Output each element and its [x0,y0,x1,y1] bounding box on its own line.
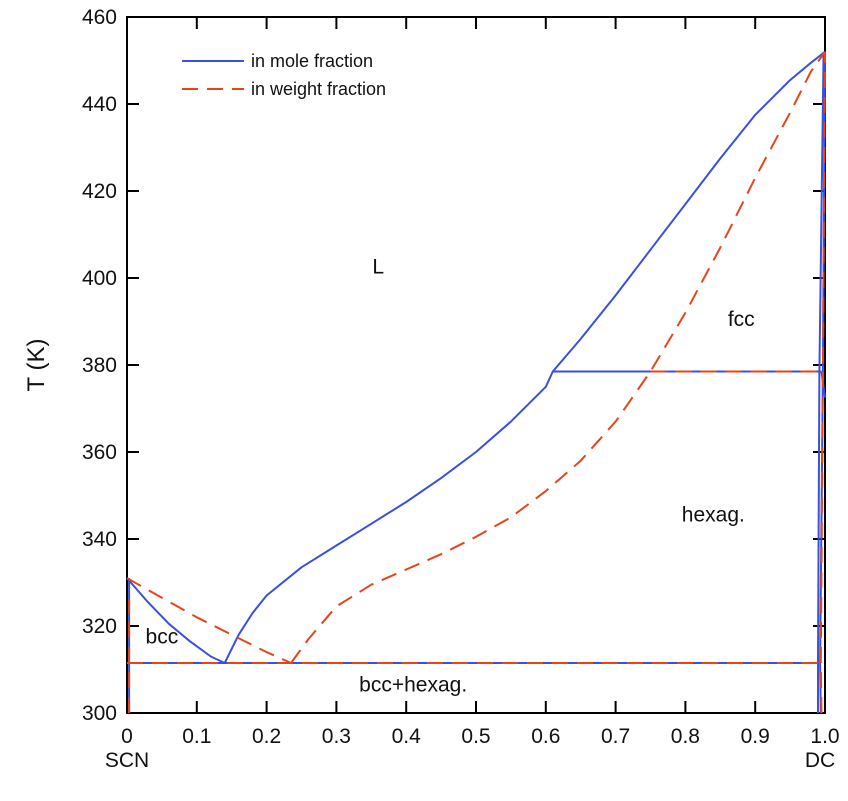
x-end-label-right: DC [805,749,835,772]
mole-liquidus-left-line [126,577,226,664]
region-label: fcc [728,308,755,331]
x-tick-label: 0.7 [601,725,630,748]
region-label: bcc+hexag. [359,673,467,696]
y-axis-title: T (K) [23,339,50,392]
y-tick-label: 380 [82,354,117,377]
y-tick-label: 460 [82,6,117,29]
x-tick-label: 1.0 [810,725,839,748]
series-layer [126,51,826,714]
y-tick-label: 420 [82,180,117,203]
axis-ticks: 300 320 340 360 380 400 420 440 460 0 0.1 0.2 0.3 0.4… [82,6,840,748]
x-tick-label: 0.5 [461,725,490,748]
x-tick-label: 0.8 [671,725,700,748]
y-tick-label: 440 [82,93,117,116]
x-end-label-left: SCN [105,749,149,772]
weight-liquidus-left-line [126,577,292,664]
x-tick-label: 0.2 [252,725,281,748]
legend-label-mole: in mole fraction [251,51,373,71]
region-label: bcc [146,625,179,648]
y-tick-label: 340 [82,528,117,551]
y-tick-label: 400 [82,267,117,290]
y-tick-label: 360 [82,441,117,464]
weight-solvus-right-line [819,51,826,714]
y-tick-label: 320 [82,615,117,638]
legend: in mole fraction in weight fraction [182,51,386,99]
x-tick-label: 0.4 [392,725,422,748]
x-tick-label: 0.1 [182,725,211,748]
region-label: L [372,256,384,279]
mole-liquidus-right-line [223,51,826,664]
x-tick-label: 0.9 [741,725,770,748]
y-tick-label: 300 [82,702,117,725]
mole-solvus-right-line [817,51,825,713]
legend-label-weight: in weight fraction [251,79,386,99]
x-tick-label: 0.6 [531,725,560,748]
weight-liquidus-right-line [290,51,826,664]
x-tick-label: 0 [121,725,133,748]
x-tick-label: 0.3 [322,725,351,748]
region-label: hexag. [682,504,745,527]
plot-frame [126,16,826,714]
